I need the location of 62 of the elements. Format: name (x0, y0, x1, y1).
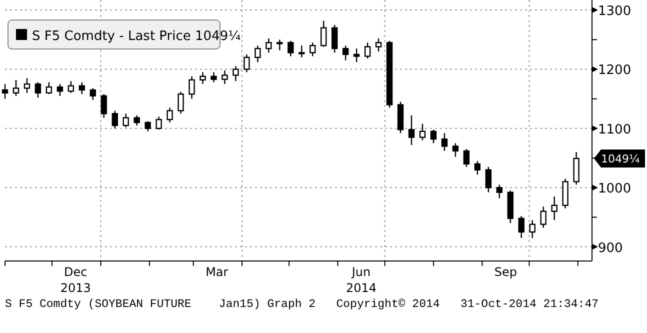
candlestick (78, 82, 86, 95)
y-tick-label: 1000 (598, 182, 632, 197)
candlestick (496, 184, 502, 199)
candlestick (551, 196, 558, 221)
candlestick (244, 54, 250, 73)
candlestick (518, 215, 524, 239)
y-tick-label: 1200 (598, 63, 632, 78)
x-tick-label: Jun 2014 (346, 265, 377, 295)
candlestick (485, 166, 492, 193)
x-tick-label: Dec 2013 (60, 265, 91, 295)
candlestick (529, 220, 536, 239)
candlestick (310, 42, 316, 57)
candlestick (56, 83, 64, 96)
candlestick (342, 44, 349, 61)
candlestick (200, 72, 206, 85)
candlestick (463, 148, 470, 168)
candlestick (441, 132, 448, 152)
candlestick (188, 76, 195, 100)
y-tick-label: 900 (598, 240, 623, 256)
candlestick (375, 38, 382, 52)
candlestick (144, 120, 151, 132)
legend-label: S F5 Comdty - Last Price 1049¼ (32, 29, 242, 44)
annotation: 1049¼ (601, 152, 640, 166)
candlestick (353, 48, 360, 63)
candlestick (288, 40, 294, 57)
candlestick (166, 107, 173, 124)
candlestick (320, 20, 327, 48)
candlestick (298, 44, 305, 58)
candlestick (210, 72, 217, 83)
candlestick (540, 206, 546, 228)
candlestick (573, 152, 580, 186)
candlestick (34, 82, 42, 98)
candlestick (430, 129, 437, 144)
candlestick (232, 66, 239, 82)
candlestick (112, 110, 118, 130)
candlestick (100, 94, 107, 118)
candlestick (134, 114, 140, 126)
candlestick (408, 114, 415, 146)
y-tick-label: 1100 (598, 122, 632, 138)
candlestick (474, 160, 481, 176)
candlestick (266, 38, 272, 54)
candlestick (254, 44, 261, 63)
candlestick (364, 42, 371, 60)
candlestick (178, 91, 184, 114)
x-tick-label: Mar (206, 265, 228, 279)
candlestick (46, 82, 52, 95)
candlestick (122, 113, 129, 128)
candlestick (12, 79, 20, 96)
candlestick (68, 80, 74, 94)
candlestick (2, 83, 8, 100)
candlestick (156, 116, 162, 130)
x-tick-label: Sep (494, 265, 517, 279)
candlestick (90, 88, 96, 101)
text: S F5 Comdty (SOYBEAN FUTURE Jan15) Graph 2 Copyright© 2014 31-Oct-2014 21:34:47 (5, 298, 598, 311)
y-tick-label: 1300 (598, 4, 632, 20)
candlestick (419, 123, 426, 141)
candlestick (276, 39, 283, 51)
candlestick (222, 70, 228, 85)
candlestick (452, 142, 459, 158)
candlestick (332, 24, 338, 54)
candlestick (562, 178, 568, 209)
candlestick (24, 78, 30, 94)
